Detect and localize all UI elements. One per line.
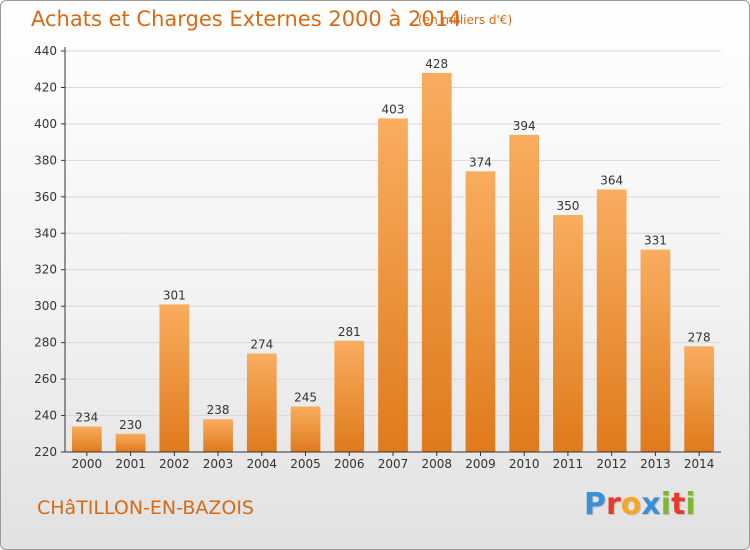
commune-name: CHâTILLON-EN-BAZOIS — [37, 497, 254, 519]
y-tick-label: 300 — [34, 299, 57, 313]
bar — [509, 134, 540, 452]
bar — [115, 433, 146, 452]
x-tick-label: 2014 — [684, 457, 715, 471]
bar — [421, 72, 452, 452]
y-tick-label: 420 — [34, 80, 57, 94]
x-tick-label: 2010 — [509, 457, 540, 471]
data-label: 274 — [250, 338, 273, 352]
x-tick-label: 2003 — [203, 457, 234, 471]
proxiti-logo: Proxiti — [584, 487, 696, 522]
bar — [684, 346, 715, 452]
chart-unit: (en milliers d'€) — [418, 13, 513, 27]
bar — [596, 189, 627, 452]
x-tick-label: 2007 — [378, 457, 409, 471]
y-tick-label: 260 — [34, 372, 57, 386]
logo-letter: P — [584, 487, 606, 522]
x-tick-label: 2001 — [115, 457, 146, 471]
bar — [378, 118, 408, 452]
logo-letter: o — [620, 487, 642, 522]
x-tick-label: 2004 — [247, 457, 278, 471]
data-label: 394 — [513, 119, 536, 133]
data-label: 245 — [294, 390, 317, 404]
label-layer: 220 240 260 280 300 320 340 360 380 400 420 440 234 2… — [34, 44, 714, 471]
y-tick-label: 240 — [34, 409, 57, 423]
data-label: 350 — [556, 199, 579, 213]
x-tick-label: 2009 — [465, 457, 496, 471]
x-tick-label: 2005 — [290, 457, 321, 471]
y-tick-label: 280 — [34, 336, 57, 350]
bar — [553, 215, 583, 452]
bar — [334, 340, 365, 452]
logo-letter: x — [641, 487, 661, 522]
bar — [246, 353, 277, 452]
data-label: 278 — [688, 330, 711, 344]
y-tick-label: 380 — [34, 153, 57, 167]
axis-layer — [61, 47, 721, 456]
data-label: 281 — [338, 325, 361, 339]
bar — [640, 249, 671, 452]
logo-letter: r — [606, 487, 621, 522]
data-label: 238 — [207, 403, 230, 417]
x-tick-label: 2000 — [72, 457, 103, 471]
data-label: 301 — [163, 288, 186, 302]
y-tick-label: 360 — [34, 190, 57, 204]
logo-letter: i — [685, 487, 696, 522]
chart-title: Achats et Charges Externes 2000 à 2014 — [31, 7, 462, 31]
y-tick-label: 400 — [34, 117, 57, 131]
x-tick-label: 2012 — [596, 457, 627, 471]
y-tick-label: 320 — [34, 263, 57, 277]
data-label: 230 — [119, 418, 142, 432]
bar — [465, 171, 496, 453]
data-label: 364 — [600, 174, 623, 188]
data-label: 428 — [425, 57, 448, 71]
logo-letter: i — [660, 487, 672, 522]
data-label: 403 — [382, 102, 405, 116]
x-tick-label: 2002 — [159, 457, 190, 471]
bar — [290, 406, 321, 452]
y-tick-label: 220 — [34, 445, 57, 459]
logo-letter: t — [671, 487, 686, 522]
bar — [71, 426, 102, 452]
x-tick-label: 2008 — [421, 457, 452, 471]
data-label: 331 — [644, 234, 667, 248]
y-tick-label: 340 — [34, 226, 57, 240]
x-tick-label: 2013 — [640, 457, 671, 471]
bar-layer — [71, 72, 715, 453]
data-label: 374 — [469, 155, 492, 169]
bar — [203, 419, 233, 452]
y-tick-label: 440 — [34, 44, 57, 58]
bar — [159, 304, 190, 452]
data-label: 234 — [75, 410, 98, 424]
x-tick-label: 2006 — [334, 457, 365, 471]
x-tick-label: 2011 — [553, 457, 584, 471]
